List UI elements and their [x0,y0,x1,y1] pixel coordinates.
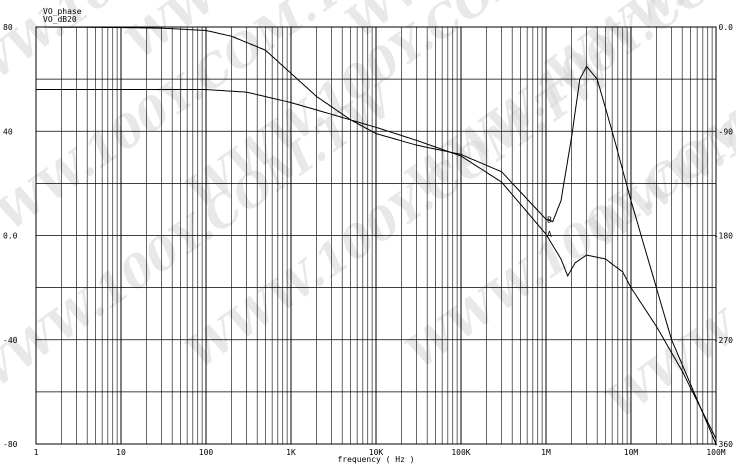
x-axis-label: frequency ( Hz ) [337,455,414,464]
plot-frame [35,26,717,445]
right-y-tick-label: 0.0 [719,23,734,32]
left-y-tick-label: 0.0 [3,232,18,241]
series-line-VO_dB20 [36,89,717,440]
x-tick-label: 100M [706,448,725,457]
right-y-tick-label: -360 [714,440,733,449]
x-tick-labels: 1 10 100 1K 10K 100K 1M 10M 100M [34,448,726,457]
legend-entry: VO_phase [43,7,82,16]
right-y-tick-labels: 0.0 -90 -180 -270 -360 [714,23,733,449]
left-y-tick-label: -80 [3,440,18,449]
right-y-tick-label: -270 [714,336,733,345]
series-marker-B: B [547,215,552,224]
x-tick-label: 10 [116,448,126,457]
series-layer [36,26,717,445]
left-y-tick-label: -40 [3,336,18,345]
x-tick-label: 100K [451,448,470,457]
x-tick-label: 1 [34,448,39,457]
left-y-tick-label: 40 [3,127,13,136]
series-markers: AB [547,215,552,239]
x-tick-label: 1M [541,448,551,457]
series-line-VO_phase [36,26,717,445]
x-tick-label: 10K [369,448,384,457]
x-tick-label: 10M [624,448,639,457]
left-y-tick-label: 80 [3,23,13,32]
x-tick-label: 1K [286,448,296,457]
series-marker-A: A [547,230,552,239]
right-y-tick-label: -90 [719,127,734,136]
right-y-tick-label: -180 [714,232,733,241]
left-y-tick-labels: 80 40 0.0 -40 -80 [3,23,18,449]
legend-entry: VO_dB20 [43,15,77,24]
x-tick-label: 100 [199,448,214,457]
